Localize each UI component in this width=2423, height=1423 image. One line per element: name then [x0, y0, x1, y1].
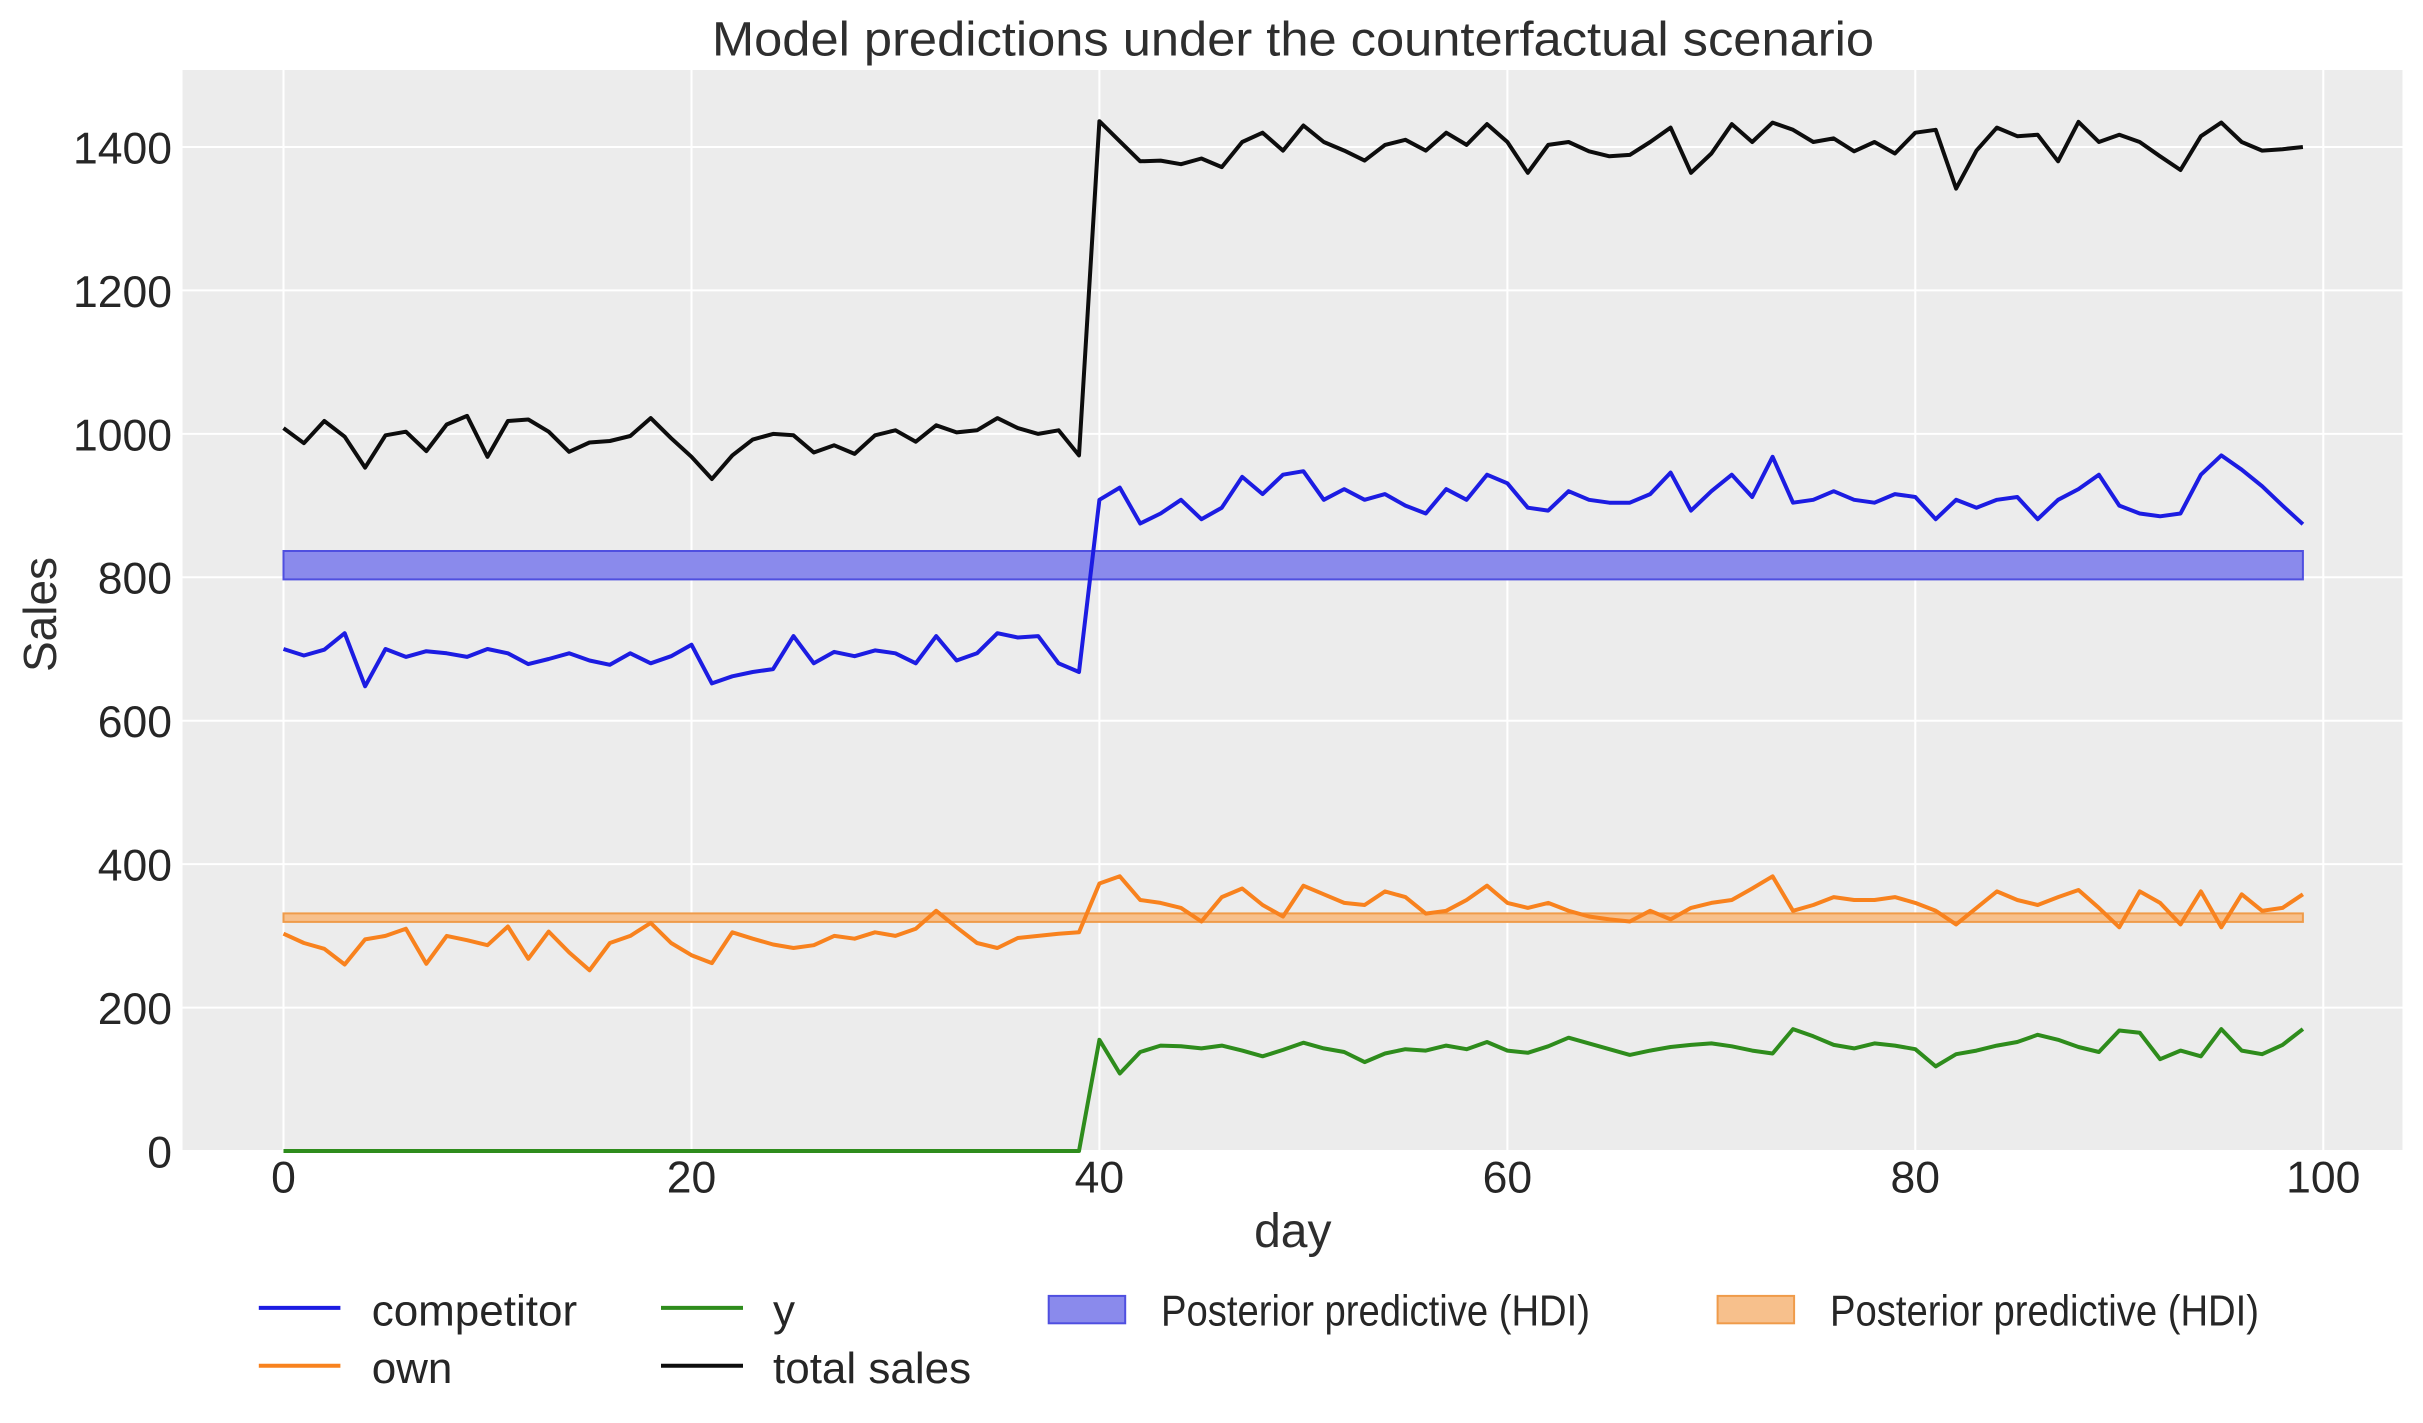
svg-text:day: day: [1254, 1205, 1331, 1258]
svg-text:y: y: [773, 1286, 795, 1335]
svg-text:400: 400: [98, 842, 172, 891]
svg-text:60: 60: [1483, 1153, 1533, 1202]
svg-text:Posterior predictive (HDI): Posterior predictive (HDI): [1161, 1286, 1590, 1335]
svg-text:Sales: Sales: [14, 557, 66, 672]
svg-text:800: 800: [98, 555, 172, 604]
svg-text:1200: 1200: [73, 268, 172, 317]
svg-text:20: 20: [667, 1153, 717, 1202]
svg-text:80: 80: [1891, 1153, 1941, 1202]
svg-text:0: 0: [147, 1128, 172, 1177]
svg-text:200: 200: [98, 985, 172, 1034]
svg-text:Model predictions under the co: Model predictions under the counterfactu…: [712, 13, 1874, 67]
svg-text:own: own: [372, 1344, 453, 1393]
svg-text:total sales: total sales: [773, 1344, 971, 1393]
svg-text:1000: 1000: [73, 411, 172, 460]
svg-text:40: 40: [1075, 1153, 1125, 1202]
svg-text:0: 0: [271, 1153, 296, 1202]
svg-text:1400: 1400: [73, 124, 172, 173]
svg-text:600: 600: [98, 698, 172, 747]
svg-text:Posterior predictive (HDI): Posterior predictive (HDI): [1830, 1286, 2259, 1335]
svg-text:competitor: competitor: [372, 1286, 577, 1335]
svg-text:100: 100: [2286, 1153, 2360, 1202]
